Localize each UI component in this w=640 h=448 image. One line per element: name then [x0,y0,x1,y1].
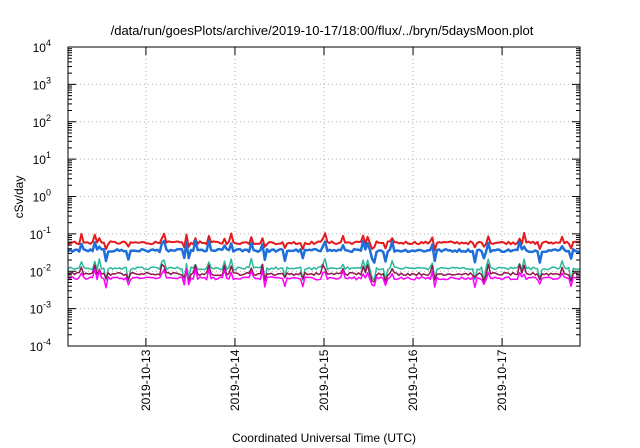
y-tick-label: 10-4 [30,337,51,354]
y-axis: 10-4 10-3 10-2 10-1 100 101 102 103 104 [30,38,580,354]
series-line [67,257,580,283]
x-tick-label: 2019-10-16 [406,349,420,411]
x-tick-label: 2019-10-17 [495,349,509,411]
chart-title: /data/run/goesPlots/archive/2019-10-17/1… [111,23,534,38]
series-line [67,239,581,264]
x-tick-label: 2019-10-13 [139,349,153,411]
y-tick-label: 100 [33,188,51,205]
y-tick-label: 104 [33,38,51,55]
series-line [67,268,581,289]
y-axis-label: cSv/day [12,176,26,219]
series-group [67,231,581,289]
x-axis-label: Coordinated Universal Time (UTC) [232,431,416,445]
x-tick-label: 2019-10-14 [228,349,242,411]
y-tick-label: 10-2 [30,262,51,279]
y-tick-label: 101 [33,150,51,167]
x-tick-label: 2019-10-15 [317,349,331,411]
y-tick-label: 10-1 [30,225,51,242]
x-axis: 2019-10-13 2019-10-14 2019-10-15 2019-10-16… [139,47,509,411]
y-tick-label: 10-3 [30,300,51,317]
series-line [67,263,581,283]
y-tick-label: 102 [33,113,51,130]
grid [68,47,580,346]
y-tick-label: 103 [33,75,51,92]
series-line [67,231,581,252]
